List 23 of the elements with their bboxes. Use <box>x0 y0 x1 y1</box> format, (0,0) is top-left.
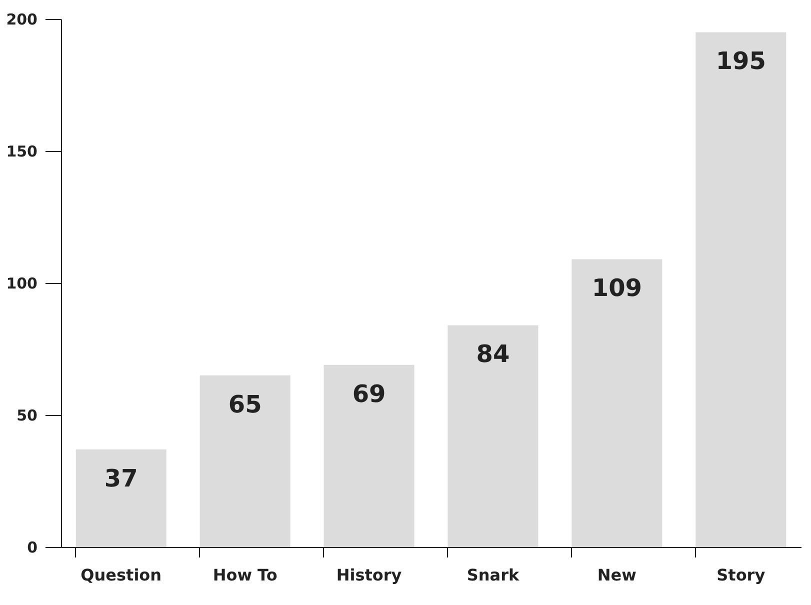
bar <box>200 375 290 547</box>
y-tick-label: 0 <box>27 538 38 556</box>
data-label: 37 <box>104 464 138 492</box>
bar <box>324 364 414 547</box>
y-tick-label: 100 <box>6 274 38 292</box>
x-tick-label: Question <box>80 566 162 584</box>
data-label: 84 <box>476 340 510 368</box>
bar <box>572 259 662 547</box>
bar <box>76 449 166 547</box>
y-tick-label: 200 <box>6 10 38 28</box>
data-label: 65 <box>228 390 262 418</box>
x-tick-label: Snark <box>466 566 520 584</box>
x-tick-label: How To <box>212 566 278 584</box>
y-tick-label: 50 <box>16 406 38 424</box>
bar <box>448 325 538 547</box>
data-label: 69 <box>352 380 386 408</box>
bar <box>696 32 786 547</box>
x-tick-label: New <box>597 566 637 584</box>
data-label: 109 <box>592 274 642 302</box>
x-tick-label: Story <box>716 566 766 584</box>
data-label: 195 <box>716 47 766 76</box>
y-tick-label: 150 <box>6 142 38 160</box>
x-tick-label: History <box>336 566 402 584</box>
